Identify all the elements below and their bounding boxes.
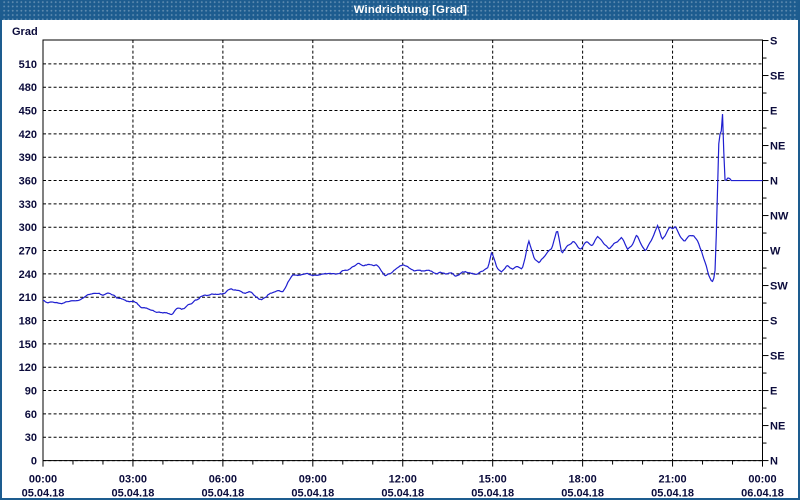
svg-text:05.04.18: 05.04.18 — [22, 488, 65, 500]
svg-text:Grad: Grad — [12, 26, 38, 38]
svg-text:330: 330 — [19, 199, 37, 211]
svg-text:03:00: 03:00 — [119, 474, 147, 486]
svg-text:W: W — [770, 246, 781, 258]
svg-text:180: 180 — [19, 316, 37, 328]
svg-text:05.04.18: 05.04.18 — [201, 488, 244, 500]
svg-text:240: 240 — [19, 269, 37, 281]
svg-text:06.04.18: 06.04.18 — [741, 488, 784, 500]
svg-text:30: 30 — [25, 432, 37, 444]
svg-text:15:00: 15:00 — [479, 474, 507, 486]
svg-text:N: N — [770, 456, 778, 468]
svg-text:60: 60 — [25, 409, 37, 421]
svg-text:05.04.18: 05.04.18 — [651, 488, 694, 500]
svg-text:0: 0 — [31, 456, 37, 468]
svg-text:SE: SE — [770, 71, 785, 83]
svg-text:120: 120 — [19, 362, 37, 374]
svg-text:420: 420 — [19, 129, 37, 141]
svg-text:SW: SW — [770, 281, 788, 293]
svg-text:06:00: 06:00 — [209, 474, 237, 486]
svg-text:12:00: 12:00 — [389, 474, 417, 486]
svg-text:300: 300 — [19, 222, 37, 234]
svg-text:SE: SE — [770, 351, 785, 363]
svg-text:480: 480 — [19, 82, 37, 94]
svg-text:150: 150 — [19, 339, 37, 351]
svg-text:S: S — [770, 36, 777, 48]
svg-text:450: 450 — [19, 106, 37, 118]
svg-text:18:00: 18:00 — [569, 474, 597, 486]
svg-text:270: 270 — [19, 246, 37, 258]
svg-text:210: 210 — [19, 292, 37, 304]
svg-text:360: 360 — [19, 176, 37, 188]
svg-text:00:00: 00:00 — [748, 474, 776, 486]
svg-text:E: E — [770, 386, 777, 398]
svg-text:05.04.18: 05.04.18 — [291, 488, 334, 500]
svg-text:N: N — [770, 176, 778, 188]
svg-text:21:00: 21:00 — [658, 474, 686, 486]
svg-text:390: 390 — [19, 152, 37, 164]
svg-text:05.04.18: 05.04.18 — [561, 488, 604, 500]
svg-text:NE: NE — [770, 421, 785, 433]
svg-text:S: S — [770, 316, 777, 328]
svg-text:NW: NW — [770, 211, 789, 223]
svg-text:E: E — [770, 106, 777, 118]
svg-text:00:00: 00:00 — [29, 474, 57, 486]
svg-text:NE: NE — [770, 141, 785, 153]
svg-text:05.04.18: 05.04.18 — [112, 488, 155, 500]
svg-text:05.04.18: 05.04.18 — [381, 488, 424, 500]
svg-text:05.04.18: 05.04.18 — [471, 488, 514, 500]
svg-text:90: 90 — [25, 386, 37, 398]
svg-text:510: 510 — [19, 59, 37, 71]
svg-text:09:00: 09:00 — [299, 474, 327, 486]
